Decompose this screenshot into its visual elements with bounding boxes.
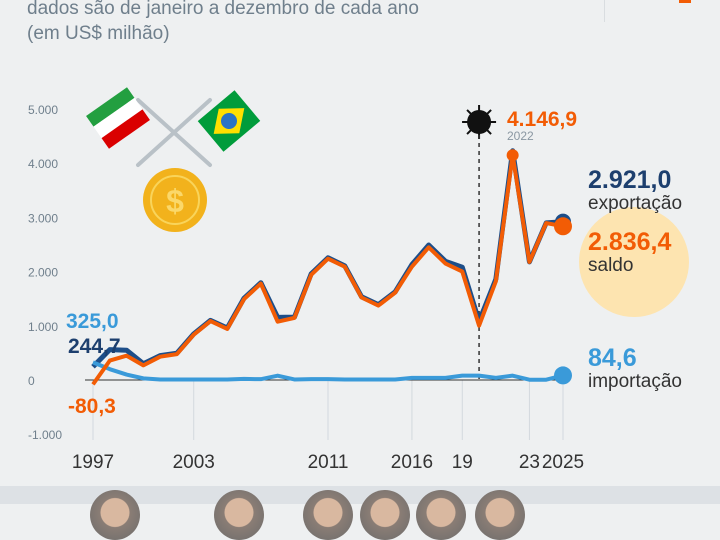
virus-icon xyxy=(462,105,496,139)
president-photo xyxy=(90,490,140,540)
x-tick-label: 2016 xyxy=(391,452,433,473)
president-photo xyxy=(360,490,410,540)
end-dot xyxy=(554,217,572,235)
end-import-label: importação xyxy=(588,371,682,392)
x-tick-label: 23 xyxy=(519,452,540,473)
x-tick-label: 2025 xyxy=(542,452,584,473)
peak-value-label: 4.146,9 xyxy=(507,108,577,131)
dollar-coin-icon: $ xyxy=(143,168,207,232)
end-export-value: 2.921,0 xyxy=(588,166,671,194)
start-export-label: 244,7 xyxy=(68,335,121,358)
president-photo xyxy=(475,490,525,540)
y-tick-label: 1.000 xyxy=(28,320,58,334)
peak-dot xyxy=(507,149,519,161)
series-line-importação xyxy=(93,362,563,379)
end-saldo-label: saldo xyxy=(588,255,633,276)
peak-year-label: 2022 xyxy=(507,129,534,143)
start-saldo-label: -80,3 xyxy=(68,395,116,418)
x-tick-label: 19 xyxy=(452,452,473,473)
y-tick-label: -1.000 xyxy=(28,428,62,442)
end-export-label: exportação xyxy=(588,193,682,214)
crossed-flags-icon xyxy=(86,87,260,165)
president-photo xyxy=(416,490,466,540)
y-tick-label: 4.000 xyxy=(28,157,58,171)
x-tick-label: 1997 xyxy=(72,452,114,473)
president-photo xyxy=(303,490,353,540)
x-tick-label: 2003 xyxy=(173,452,215,473)
y-tick-label: 3.000 xyxy=(28,211,58,225)
svg-text:$: $ xyxy=(166,183,184,219)
x-tick-label: 2011 xyxy=(308,452,349,473)
y-tick-label: 0 xyxy=(28,374,35,388)
end-dot xyxy=(554,366,572,384)
end-import-value: 84,6 xyxy=(588,344,637,372)
y-tick-label: 5.000 xyxy=(28,103,58,117)
start-import-label: 325,0 xyxy=(66,310,119,333)
president-photo xyxy=(214,490,264,540)
y-tick-label: 2.000 xyxy=(28,266,58,280)
end-saldo-value: 2.836,4 xyxy=(588,228,672,256)
